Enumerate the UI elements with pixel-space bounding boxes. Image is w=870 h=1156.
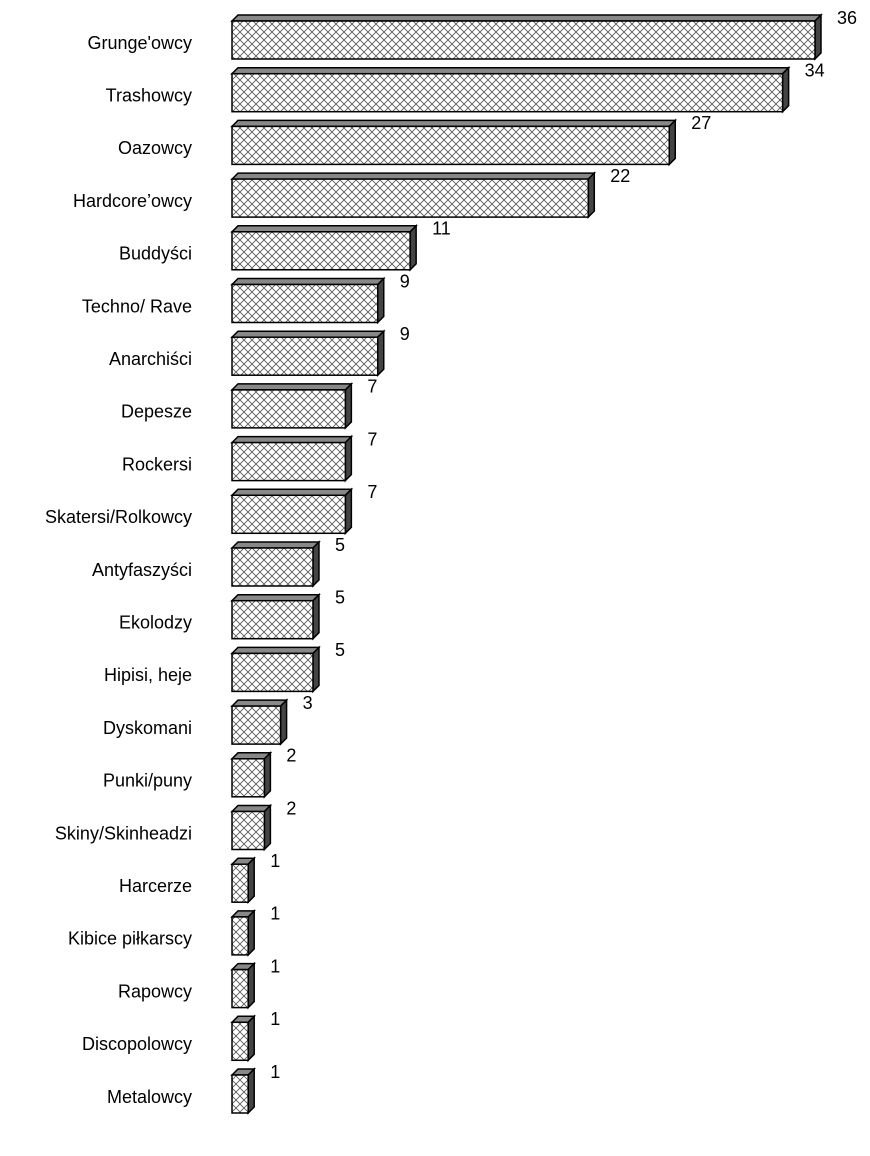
- y-tick-label: Harcerze: [119, 876, 192, 896]
- y-tick-label: Discopolowcy: [82, 1034, 192, 1054]
- data-label: 2: [286, 798, 296, 818]
- data-label: 9: [400, 271, 410, 291]
- y-tick-label: Dyskomani: [103, 718, 192, 738]
- bar: [230, 382, 354, 430]
- data-label: 11: [432, 219, 451, 239]
- bar: [230, 13, 823, 61]
- bar: [230, 592, 321, 641]
- y-tick-label: Anarchiści: [109, 349, 192, 369]
- bar: [230, 750, 273, 799]
- bar: [230, 1067, 257, 1115]
- y-tick-label: Antyfaszyści: [92, 560, 192, 580]
- y-tick-label: Ekolodzy: [119, 612, 192, 632]
- y-tick-label: Rockersi: [122, 454, 192, 474]
- y-tick-label: Hardcore’owcy: [73, 191, 192, 211]
- bar: [230, 487, 354, 536]
- data-label: 9: [400, 324, 410, 344]
- data-label: 1: [270, 904, 280, 924]
- bar: [230, 961, 257, 1010]
- bar: [230, 909, 257, 957]
- bar: [230, 803, 273, 852]
- bar: [230, 329, 386, 378]
- data-label: 1: [270, 956, 280, 976]
- y-tick-label: Kibice piłkarscy: [68, 929, 192, 949]
- y-tick-label: Depesze: [121, 402, 192, 422]
- bar: [230, 65, 791, 114]
- data-label: 5: [335, 587, 345, 607]
- bar: [230, 171, 597, 219]
- y-tick-label: Skatersi/Rolkowcy: [45, 507, 192, 527]
- bar: [230, 1014, 257, 1063]
- y-tick-label: Hipisi, heje: [104, 665, 192, 685]
- y-tick-label: Punki/puny: [103, 771, 192, 791]
- data-label: 34: [805, 60, 825, 80]
- data-label: 1: [270, 1009, 280, 1029]
- data-label: 7: [367, 482, 377, 502]
- bar: [230, 698, 289, 746]
- data-label: 36: [837, 8, 857, 28]
- data-label: 1: [270, 851, 280, 871]
- y-tick-label: Oazowcy: [118, 138, 192, 158]
- data-label: 1: [270, 1062, 280, 1082]
- data-label: 2: [286, 746, 296, 766]
- bar: [230, 118, 678, 167]
- data-label: 5: [335, 640, 345, 660]
- bar: [230, 856, 257, 905]
- y-tick-label: Techno/ Rave: [82, 296, 192, 316]
- data-label: 7: [367, 377, 377, 397]
- data-label: 27: [691, 113, 711, 133]
- data-label: 3: [303, 693, 313, 713]
- y-tick-label: Metalowcy: [107, 1087, 192, 1107]
- data-label: 7: [367, 429, 377, 449]
- bar: [230, 540, 321, 588]
- bar: [230, 223, 418, 272]
- y-tick-label: Grunge'owcy: [88, 33, 192, 53]
- y-tick-label: Trashowcy: [106, 85, 192, 105]
- y-tick-label: Rapowcy: [118, 981, 192, 1001]
- y-tick-label: Buddyści: [119, 244, 192, 264]
- data-label: 22: [610, 166, 630, 186]
- bar: [230, 276, 386, 325]
- bar: [230, 434, 354, 483]
- bar: [230, 645, 321, 694]
- data-label: 5: [335, 535, 345, 555]
- y-tick-label: Skiny/Skinheadzi: [55, 823, 192, 843]
